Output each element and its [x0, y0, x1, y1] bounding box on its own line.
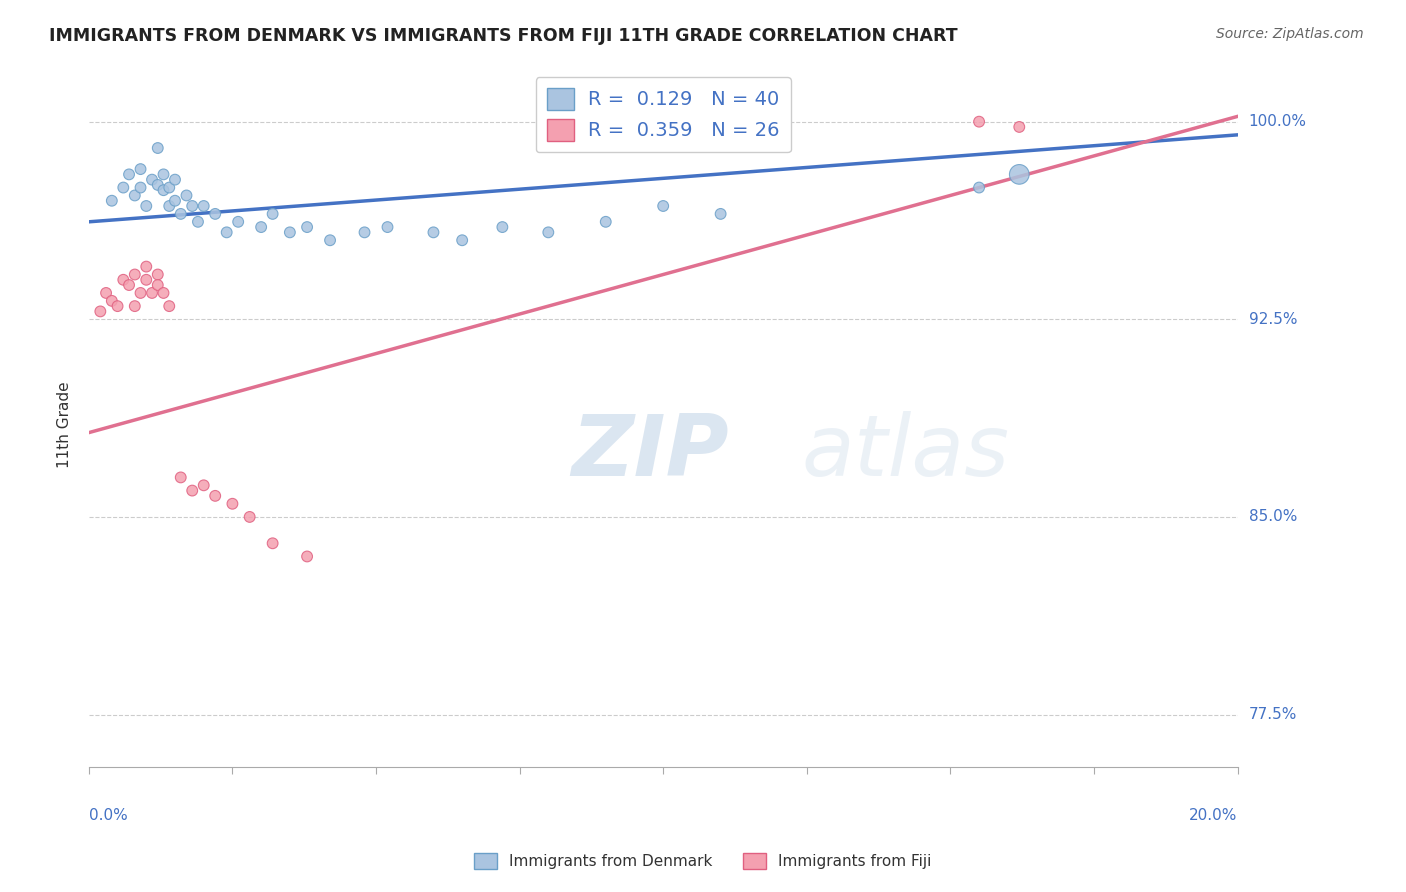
Point: [118, 167, 141, 181]
Point: [193, 199, 215, 213]
Point: [652, 199, 675, 213]
Point: [967, 114, 990, 128]
Point: [141, 172, 163, 186]
Point: [262, 536, 284, 550]
Text: ZIP: ZIP: [571, 410, 728, 493]
Point: [124, 188, 146, 202]
Point: [146, 141, 169, 155]
Point: [112, 180, 135, 194]
Point: [377, 220, 399, 235]
Point: [595, 215, 617, 229]
Text: Source: ZipAtlas.com: Source: ZipAtlas.com: [1216, 27, 1364, 41]
Point: [157, 199, 180, 213]
Point: [295, 549, 318, 564]
Point: [163, 194, 186, 208]
Point: [157, 180, 180, 194]
Point: [152, 183, 174, 197]
Point: [422, 225, 444, 239]
Point: [278, 225, 301, 239]
Point: [710, 207, 733, 221]
Legend: Immigrants from Denmark, Immigrants from Fiji: Immigrants from Denmark, Immigrants from…: [468, 847, 938, 875]
Point: [170, 207, 193, 221]
Point: [491, 220, 513, 235]
Y-axis label: 11th Grade: 11th Grade: [58, 382, 72, 468]
Point: [129, 285, 152, 300]
Point: [176, 188, 198, 202]
Point: [170, 470, 193, 484]
Point: [215, 225, 238, 239]
Point: [129, 180, 152, 194]
Point: [118, 278, 141, 293]
Point: [135, 260, 157, 274]
Point: [250, 220, 273, 235]
Point: [193, 478, 215, 492]
Point: [163, 172, 186, 186]
Text: 20.0%: 20.0%: [1189, 808, 1237, 823]
Point: [89, 304, 111, 318]
Point: [1008, 120, 1031, 134]
Point: [152, 285, 174, 300]
Legend: R =  0.129   N = 40, R =  0.359   N = 26: R = 0.129 N = 40, R = 0.359 N = 26: [536, 78, 790, 153]
Point: [204, 207, 226, 221]
Point: [107, 299, 129, 313]
Text: 0.0%: 0.0%: [89, 808, 128, 823]
Point: [124, 268, 146, 282]
Point: [146, 278, 169, 293]
Point: [157, 299, 180, 313]
Point: [129, 162, 152, 177]
Point: [295, 220, 318, 235]
Point: [967, 180, 990, 194]
Point: [1008, 167, 1031, 181]
Point: [101, 293, 124, 308]
Point: [141, 285, 163, 300]
Text: IMMIGRANTS FROM DENMARK VS IMMIGRANTS FROM FIJI 11TH GRADE CORRELATION CHART: IMMIGRANTS FROM DENMARK VS IMMIGRANTS FR…: [49, 27, 957, 45]
Text: atlas: atlas: [801, 410, 1010, 493]
Point: [451, 233, 474, 247]
Point: [152, 167, 174, 181]
Text: 85.0%: 85.0%: [1249, 509, 1296, 524]
Point: [187, 215, 209, 229]
Point: [319, 233, 342, 247]
Point: [181, 199, 204, 213]
Point: [124, 299, 146, 313]
Point: [221, 497, 243, 511]
Point: [239, 510, 262, 524]
Point: [537, 225, 560, 239]
Point: [135, 199, 157, 213]
Point: [353, 225, 375, 239]
Point: [204, 489, 226, 503]
Point: [135, 273, 157, 287]
Point: [94, 285, 117, 300]
Point: [181, 483, 204, 498]
Point: [112, 273, 135, 287]
Text: 77.5%: 77.5%: [1249, 707, 1296, 722]
Text: 92.5%: 92.5%: [1249, 312, 1298, 326]
Text: 100.0%: 100.0%: [1249, 114, 1306, 129]
Point: [262, 207, 284, 221]
Point: [146, 178, 169, 192]
Point: [101, 194, 124, 208]
Point: [146, 268, 169, 282]
Point: [226, 215, 249, 229]
